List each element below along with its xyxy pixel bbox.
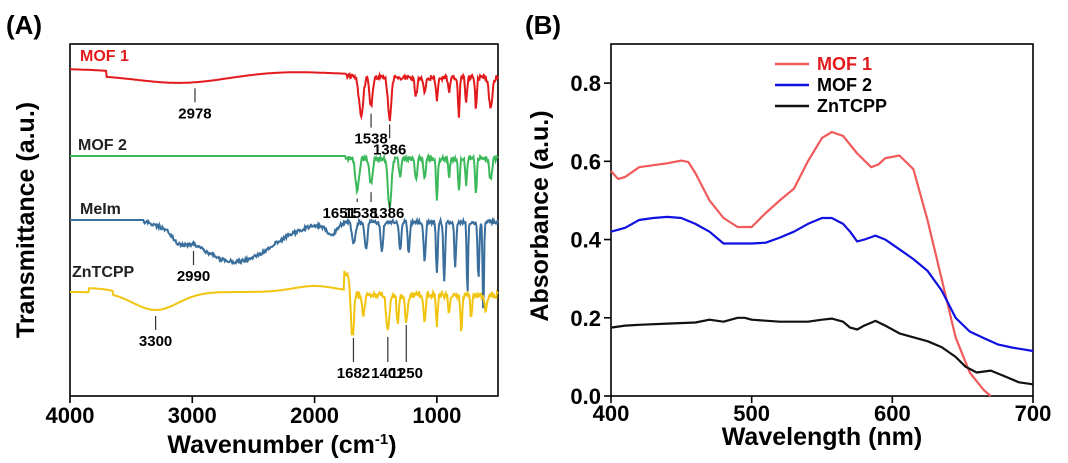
panel-a-x-axis-title: Wavenumber (cm-1): [167, 431, 396, 459]
panel-b-x-tick-label: 700: [1015, 401, 1052, 426]
panel-b-label: (B): [525, 10, 561, 40]
peak-label-zntcpp-3300: 3300: [139, 333, 172, 350]
legend-label-mof-1: MOF 1: [817, 54, 872, 74]
panel-b-y-tick-label: 0.2: [570, 306, 601, 331]
ftir-series-label-zntcpp: ZnTCPP: [72, 264, 135, 281]
peak-label-zntcpp-1682: 1682: [337, 365, 370, 382]
panel-a-label: (A): [6, 10, 42, 40]
panel-b-y-tick-label: 0.0: [570, 384, 601, 409]
peak-label-mof-2-1386: 1386: [371, 205, 404, 222]
peak-label-mof-2-1538: 1538: [344, 205, 377, 222]
panel-a-x-tick-label: 1000: [412, 403, 461, 428]
uvvis-curve-mof-1: [610, 130, 992, 397]
uvvis-curve-mof-2: [610, 215, 1034, 353]
peak-label-mof-2-1651: 1651: [323, 205, 356, 222]
peak-label-mof-1-1386: 1386: [373, 141, 406, 158]
panel-a-x-tick-label: 2000: [290, 403, 339, 428]
peak-label-meim-2990: 2990: [177, 268, 210, 285]
ftir-series-label-meim: MeIm: [80, 201, 121, 218]
panel-a-x-tick-label: 3000: [168, 403, 217, 428]
panel-b-x-tick-label: 500: [733, 401, 770, 426]
ftir-curve-mof-1: [70, 68, 499, 122]
legend-label-mof-2: MOF 2: [817, 75, 872, 95]
ftir-curve-mof-2: [70, 152, 499, 209]
panel-b-plot-frame: [610, 43, 1034, 397]
panel-a-curves: [70, 68, 499, 337]
peak-label-zntcpp-1250: 1250: [390, 365, 423, 382]
panel-a-x-ticks: 4000 3000 2000 1000: [46, 396, 461, 428]
panel-b-x-tick-label: 400: [593, 401, 630, 426]
x-title-main: Wavenumber (cm: [167, 431, 374, 459]
panel-a-x-tick-label: 4000: [46, 403, 95, 428]
legend-label-zntcpp: ZnTCPP: [817, 96, 887, 116]
panel-b-y-tick-label: 0.4: [570, 228, 601, 253]
panel-b-curves: [610, 130, 1034, 397]
ftir-curve-zntcpp: [70, 270, 499, 337]
panel-b-y-tick-label: 0.8: [570, 71, 601, 96]
peak-label-mof-1-2978: 2978: [178, 105, 211, 122]
peak-label-mof-1-1538: 1538: [354, 131, 387, 148]
panel-a-y-axis-title: Transmittance (a.u.): [12, 102, 40, 338]
x-title-superscript: -1: [375, 431, 388, 448]
panel-b-x-axis-title: Wavelength (nm): [722, 423, 922, 451]
peak-label-zntcpp-1401: 1401: [371, 365, 404, 382]
uvvis-curve-zntcpp: [610, 316, 1034, 386]
panel-b-x-tick-label: 600: [874, 401, 911, 426]
ftir-series-label-mof-2: MOF 2: [78, 137, 127, 154]
panel-b-y-tick-label: 0.6: [570, 149, 601, 174]
ftir-series-label-mof-1: MOF 1: [80, 48, 129, 65]
ftir-curve-meim: [70, 216, 499, 309]
x-title-end: ): [388, 431, 396, 459]
panel-b-y-axis-title: Absorbance (a.u.): [526, 110, 554, 321]
panel-b-ticks: 400 500 600 700 0.0 0.2 0.4 0.6 0.8: [570, 71, 1051, 426]
